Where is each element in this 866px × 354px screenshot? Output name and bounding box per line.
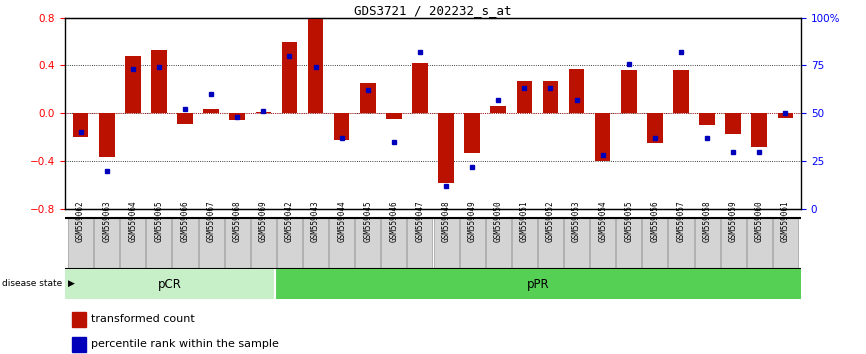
FancyBboxPatch shape — [590, 218, 615, 269]
Bar — [73, 312, 86, 327]
Text: GSM559057: GSM559057 — [676, 201, 686, 242]
Bar — [281, 41, 297, 113]
FancyBboxPatch shape — [120, 218, 145, 269]
Bar — [516, 81, 533, 113]
Text: pPR: pPR — [527, 278, 549, 291]
Bar — [699, 113, 715, 125]
Bar — [778, 113, 793, 118]
Text: GSM559043: GSM559043 — [311, 201, 320, 242]
Bar — [726, 113, 741, 133]
Bar — [73, 113, 88, 137]
Text: GSM559060: GSM559060 — [755, 201, 764, 242]
FancyBboxPatch shape — [146, 218, 171, 269]
FancyBboxPatch shape — [68, 218, 94, 269]
Bar — [438, 113, 454, 183]
Bar — [204, 108, 219, 113]
FancyBboxPatch shape — [224, 218, 249, 269]
Bar — [647, 113, 662, 143]
Bar — [752, 113, 767, 147]
FancyBboxPatch shape — [564, 218, 589, 269]
FancyBboxPatch shape — [94, 218, 120, 269]
Text: GDS3721 / 202232_s_at: GDS3721 / 202232_s_at — [354, 4, 512, 17]
Bar — [65, 269, 275, 299]
Text: GSM559050: GSM559050 — [494, 201, 503, 242]
Text: GSM559061: GSM559061 — [781, 201, 790, 242]
FancyBboxPatch shape — [643, 218, 668, 269]
FancyBboxPatch shape — [460, 218, 485, 269]
Text: pCR: pCR — [158, 278, 182, 291]
Text: GSM559069: GSM559069 — [259, 201, 268, 242]
FancyBboxPatch shape — [538, 218, 563, 269]
Bar — [386, 113, 402, 119]
Bar — [360, 84, 376, 113]
Text: GSM559045: GSM559045 — [363, 201, 372, 242]
Bar — [307, 19, 323, 113]
Text: GSM559066: GSM559066 — [180, 201, 190, 242]
Text: GSM559054: GSM559054 — [598, 201, 607, 242]
FancyBboxPatch shape — [746, 218, 772, 269]
FancyBboxPatch shape — [329, 218, 354, 269]
Text: GSM559065: GSM559065 — [154, 201, 164, 242]
Bar — [673, 70, 688, 113]
Text: GSM559053: GSM559053 — [572, 201, 581, 242]
Text: GSM559062: GSM559062 — [76, 201, 85, 242]
Text: GSM559046: GSM559046 — [390, 201, 398, 242]
Bar — [412, 63, 428, 113]
Bar — [125, 56, 140, 113]
Bar — [543, 81, 559, 113]
Bar — [151, 50, 167, 113]
FancyBboxPatch shape — [669, 218, 694, 269]
FancyBboxPatch shape — [198, 218, 223, 269]
Text: disease state  ▶: disease state ▶ — [2, 279, 74, 288]
Text: GSM559044: GSM559044 — [337, 201, 346, 242]
FancyBboxPatch shape — [172, 218, 197, 269]
Bar — [255, 112, 271, 113]
Bar — [333, 113, 350, 139]
Text: GSM559049: GSM559049 — [468, 201, 476, 242]
Text: GSM559047: GSM559047 — [416, 201, 424, 242]
Text: GSM559063: GSM559063 — [102, 201, 111, 242]
Bar — [621, 70, 637, 113]
FancyBboxPatch shape — [407, 218, 432, 269]
Text: GSM559058: GSM559058 — [702, 201, 712, 242]
Bar — [595, 113, 611, 161]
FancyBboxPatch shape — [434, 218, 459, 269]
FancyBboxPatch shape — [303, 218, 328, 269]
Bar — [490, 106, 506, 113]
FancyBboxPatch shape — [695, 218, 720, 269]
Text: transformed count: transformed count — [91, 314, 195, 324]
FancyBboxPatch shape — [512, 218, 537, 269]
Bar — [178, 113, 193, 124]
Bar — [99, 113, 114, 158]
Bar — [229, 113, 245, 120]
FancyBboxPatch shape — [721, 218, 746, 269]
Text: GSM559055: GSM559055 — [624, 201, 633, 242]
FancyBboxPatch shape — [772, 218, 798, 269]
FancyBboxPatch shape — [277, 218, 302, 269]
FancyBboxPatch shape — [381, 218, 406, 269]
Text: GSM559067: GSM559067 — [207, 201, 216, 242]
Bar — [464, 113, 480, 153]
Text: percentile rank within the sample: percentile rank within the sample — [91, 339, 279, 349]
Bar — [569, 69, 585, 113]
Text: GSM559052: GSM559052 — [546, 201, 555, 242]
Bar — [73, 337, 86, 352]
Text: GSM559042: GSM559042 — [285, 201, 294, 242]
Text: GSM559048: GSM559048 — [442, 201, 450, 242]
Text: GSM559068: GSM559068 — [233, 201, 242, 242]
Text: GSM559051: GSM559051 — [520, 201, 529, 242]
Bar — [275, 269, 801, 299]
FancyBboxPatch shape — [617, 218, 642, 269]
FancyBboxPatch shape — [486, 218, 511, 269]
FancyBboxPatch shape — [355, 218, 380, 269]
Text: GSM559056: GSM559056 — [650, 201, 659, 242]
Text: GSM559059: GSM559059 — [728, 201, 738, 242]
FancyBboxPatch shape — [251, 218, 276, 269]
Text: GSM559064: GSM559064 — [128, 201, 138, 242]
